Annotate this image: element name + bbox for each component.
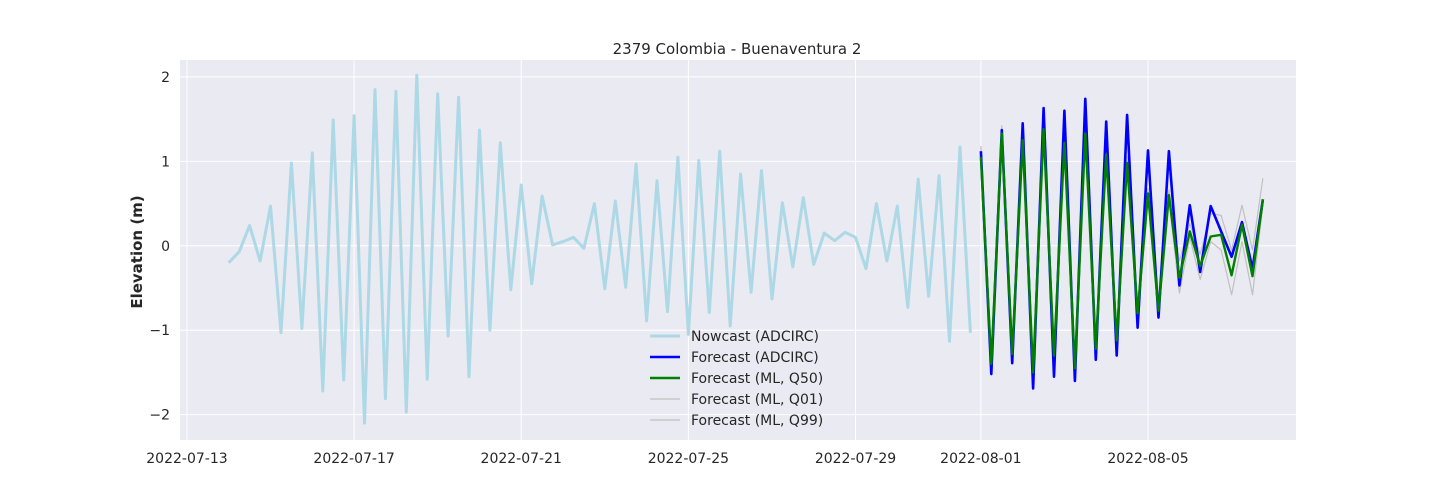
x-tick-labels: 2022-07-13 2022-07-17 2022-07-21 2022-07-25… <box>146 451 1188 467</box>
legend-label: Forecast (ML, Q50) <box>691 371 823 387</box>
y-tick-labels: −2 −1 0 1 2 <box>149 70 170 424</box>
x-tick-label: 2022-07-17 <box>313 451 394 467</box>
x-tick-label: 2022-07-21 <box>481 451 562 467</box>
series-line-0 <box>227 73 972 425</box>
x-tick-label: 2022-08-05 <box>1107 451 1188 467</box>
chart-title: 2379 Colombia - Buenaventura 2 <box>613 40 862 58</box>
legend: Nowcast (ADCIRC) Forecast (ADCIRC) Forecas… <box>650 329 823 429</box>
legend-label: Forecast (ML, Q01) <box>691 392 823 408</box>
legend-label: Nowcast (ADCIRC) <box>691 329 819 345</box>
series-lines <box>227 73 1265 425</box>
x-tick-label: 2022-07-25 <box>648 451 729 467</box>
legend-label: Forecast (ML, Q99) <box>691 413 823 429</box>
legend-label: Forecast (ADCIRC) <box>691 350 819 366</box>
x-tick-label: 2022-07-13 <box>146 451 227 467</box>
y-tick-label: −2 <box>149 408 170 424</box>
y-tick-label: 1 <box>161 154 170 170</box>
y-axis-label: Elevation (m) <box>128 195 146 308</box>
x-tick-label: 2022-08-01 <box>940 451 1021 467</box>
y-tick-label: −1 <box>149 323 170 339</box>
series-line-2 <box>979 127 1265 374</box>
y-tick-label: 0 <box>161 239 170 255</box>
y-tick-label: 2 <box>161 70 170 86</box>
x-tick-label: 2022-07-29 <box>815 451 896 467</box>
